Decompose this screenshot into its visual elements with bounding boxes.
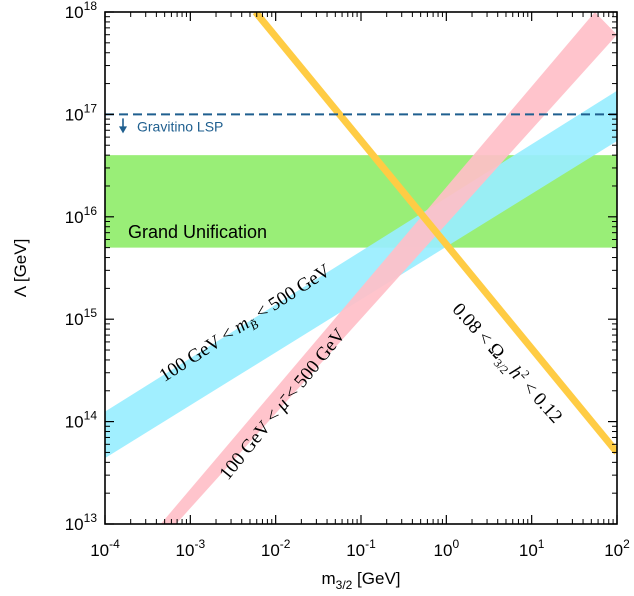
- x-axis-label-sub: 3/2: [336, 578, 353, 592]
- y-tick-label: 1018: [65, 0, 98, 22]
- y-tick-label: 1013: [65, 511, 98, 534]
- x-axis-label-unit: [GeV]: [352, 569, 400, 588]
- gravitino-lsp-label: Gravitino LSP: [137, 118, 223, 134]
- x-tick-label: 10-2: [261, 537, 291, 560]
- x-axis-label: m3/2 [GeV]: [321, 569, 400, 592]
- axis-ticks: [104, 11, 618, 525]
- gravitino-lsp-arrowhead-icon: [119, 126, 127, 134]
- band-mu-parameter: [160, 12, 617, 524]
- line-gravitino-relic-density: [252, 12, 617, 455]
- x-axis-label-main: m: [321, 569, 335, 588]
- y-tick-label: 1015: [65, 306, 98, 329]
- x-tick-label: 102: [604, 537, 630, 560]
- y-tick-label: 1016: [65, 204, 98, 227]
- x-tick-label: 10-1: [346, 537, 376, 560]
- tick-labels: 10-4 10-3 10-2 10-1 100 101 102 1013 1014 1015 101…: [65, 0, 630, 560]
- x-tick-label: 10-3: [176, 537, 206, 560]
- x-tick-label: 101: [519, 537, 545, 560]
- y-tick-label: 1017: [65, 101, 98, 124]
- band-bino-mass: [105, 90, 617, 459]
- grand-unification-label: Grand Unification: [128, 222, 267, 242]
- x-tick-label: 100: [434, 537, 460, 560]
- y-axis-label: Λ [GeV]: [11, 239, 30, 298]
- x-tick-label: 10-4: [90, 537, 120, 560]
- y-tick-label: 1014: [65, 409, 98, 432]
- plot-area: [105, 12, 617, 524]
